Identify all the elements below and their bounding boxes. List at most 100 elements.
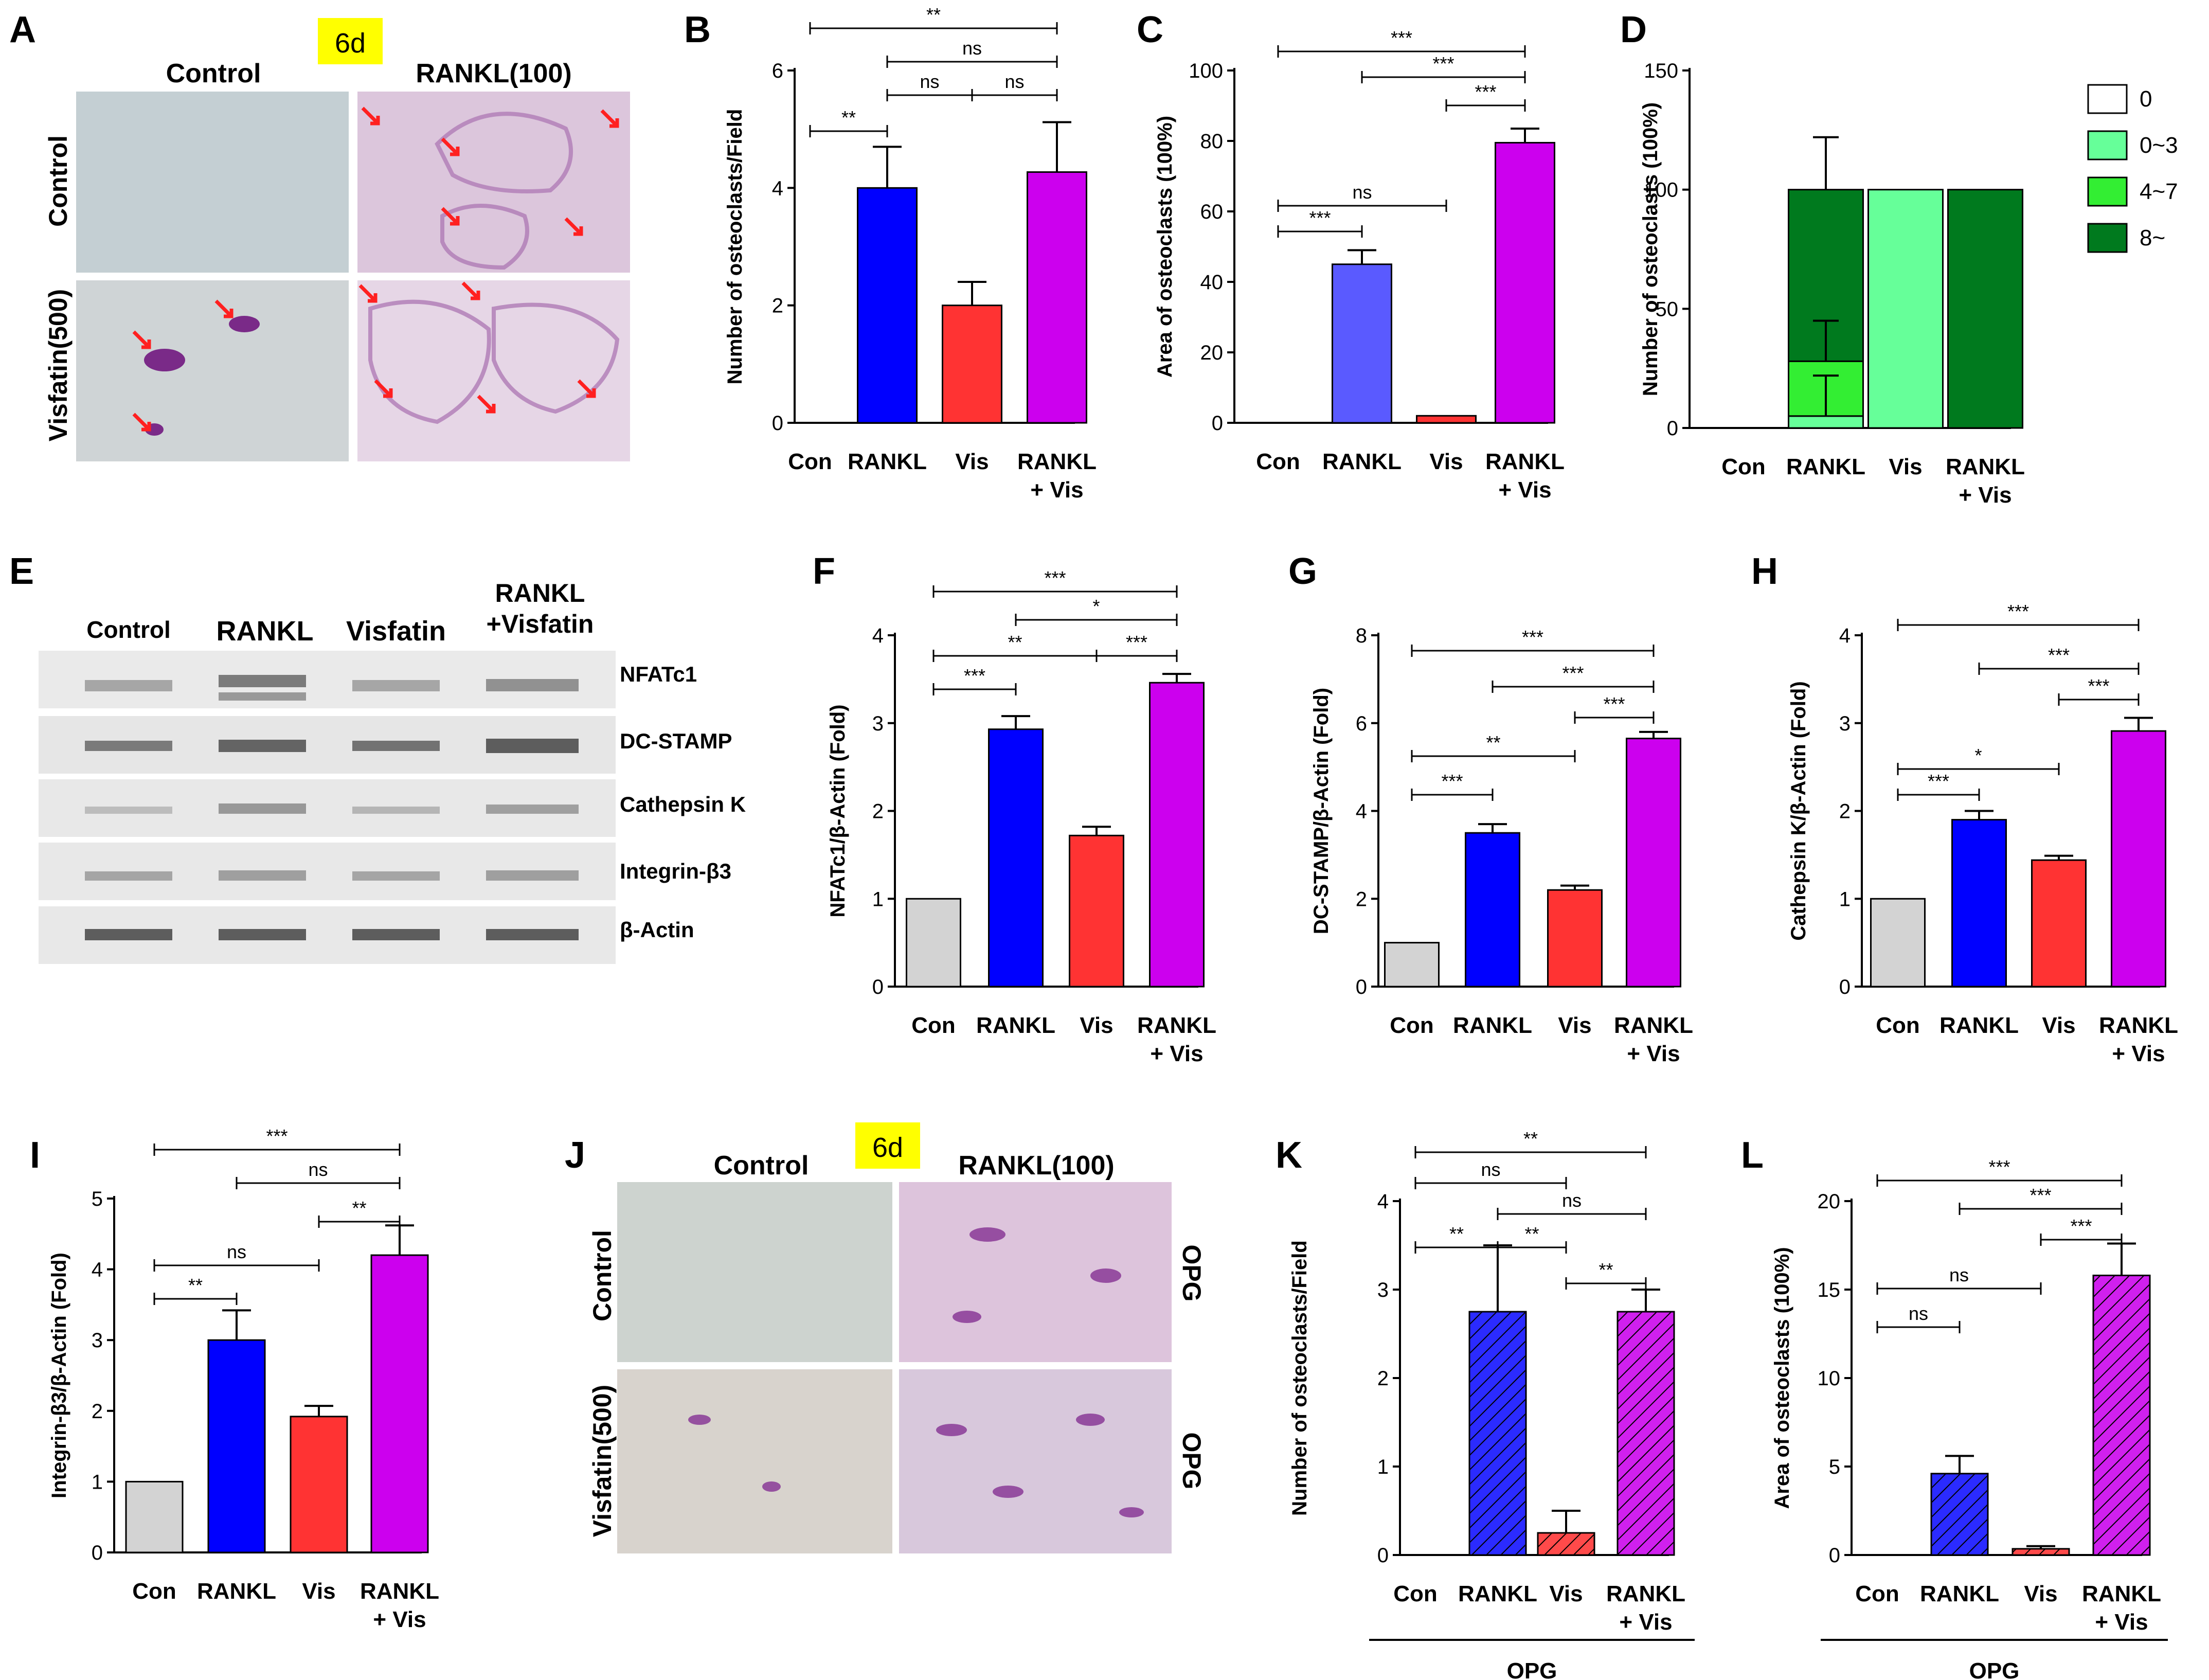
chart-f-xlabel: RANKL: [976, 1013, 1055, 1038]
chart-d-ytick-label: 50: [1656, 298, 1679, 320]
chart-h-xlabel: Vis: [2042, 1013, 2075, 1038]
chart-panel-l: Area of osteoclasts (100%) 0 5 10 15 20 Con RAN…: [1771, 1156, 2168, 1680]
chart-k-group-label: OPG: [1507, 1658, 1557, 1680]
chart-f-sig-label: *: [1092, 596, 1100, 617]
chart-f-bar: [906, 898, 961, 988]
panel-a-col-label-rankl: RANKL(100): [416, 59, 571, 88]
chart-h-yticks: 0 1 2 3 4: [1839, 624, 1862, 998]
panel-letter-g: G: [1288, 551, 1317, 592]
panel-j-row-label-control: Control: [588, 1230, 617, 1321]
chart-g-sig-label: **: [1486, 732, 1500, 753]
chart-h-ytick-label: 2: [1839, 800, 1851, 823]
chart-f-bar: [1149, 682, 1205, 988]
micrograph-j-stained-cells: [688, 1227, 1144, 1517]
chart-k-sig-label: ns: [1481, 1159, 1500, 1180]
chart-panel-d: Number of osteoclasts (100%)050100150Con…: [1639, 60, 2178, 508]
chart-l-sig-label: ns: [1909, 1303, 1928, 1324]
chart-i-sig-label: ***: [266, 1125, 288, 1147]
chart-d-ytick-label: 100: [1644, 179, 1678, 202]
micrograph-j-visfatin-rankl: [899, 1369, 1172, 1553]
chart-g-ytick-label: 8: [1356, 624, 1367, 647]
chart-panel-i: Integrin-β3/β-Actin (Fold) 0 1 2 3 4 5 Con RANKL…: [48, 1125, 439, 1632]
blot-lane-label-combo-2: +Visfatin: [487, 610, 594, 638]
chart-k-sig-label: **: [1524, 1223, 1539, 1244]
panel-j-row-label-visfatin: Visfatin(500): [588, 1385, 617, 1537]
panel-a-badge: 6d: [335, 28, 366, 59]
chart-f-sig: ****** ******: [932, 567, 1178, 695]
chart-d-legend-label: 4~7: [2140, 179, 2178, 204]
chart-c-sig-label: ***: [1432, 53, 1454, 74]
chart-h-xlabel: RANKL: [1939, 1013, 2019, 1038]
chart-b-sig-label: ns: [962, 38, 982, 59]
chart-l-sig-label: ns: [1949, 1264, 1969, 1285]
chart-h-xlabels: Con RANKL Vis RANKL + Vis: [1876, 1013, 2178, 1066]
panel-letter-j: J: [565, 1135, 585, 1176]
chart-k-bar: [1537, 1532, 1595, 1556]
panel-j-col-label-rankl: RANKL(100): [958, 1151, 1114, 1181]
panel-letter-f: F: [813, 551, 835, 592]
chart-b-xlabel: RANKL: [1017, 449, 1097, 474]
chart-k-xlabels: Con RANKL Vis RANKL + Vis: [1393, 1581, 1685, 1635]
chart-b-sig-label: **: [926, 4, 941, 25]
chart-l-sig-label: ***: [1988, 1156, 2010, 1177]
chart-h-xlabel: Con: [1876, 1013, 1920, 1038]
chart-c-xlabel-2: + Vis: [1498, 477, 1551, 503]
chart-i-marks: [113, 1196, 429, 1553]
chart-l-xlabels: Con RANKL Vis RANKL + Vis: [1855, 1581, 2161, 1635]
panel-letter-b: B: [684, 9, 711, 50]
chart-b-xlabel-2: + Vis: [1030, 477, 1083, 503]
chart-d-legend-swatch: [2087, 176, 2128, 207]
chart-i-bar: [290, 1416, 348, 1553]
chart-panel-k: Number of osteoclasts/Field 0 1 2 3 4 Con RANKL…: [1288, 1128, 1695, 1680]
chart-h-bar: [1870, 898, 1926, 988]
chart-f-sig-label: ***: [1126, 632, 1147, 653]
chart-f-ylabel: NFATc1/β-Actin (Fold): [827, 704, 849, 917]
panel-j-badge: 6d: [872, 1132, 903, 1163]
chart-h-sig: *************: [1897, 601, 2140, 801]
chart-c-ytick-label: 60: [1200, 201, 1224, 223]
chart-c-yticks: 0 20 40 60 80 100: [1189, 60, 1234, 435]
chart-d-xlabel: RANKL: [1786, 454, 1865, 479]
chart-l-ytick-label: 10: [1818, 1367, 1841, 1390]
chart-panel-f: NFATc1/β-Actin (Fold) 0 1 2 3 4 Con RANKL Vis RAN…: [827, 567, 1216, 1066]
chart-k-bar: [1617, 1311, 1675, 1556]
chart-d-xlabel-2: + Vis: [1959, 482, 2012, 508]
chart-k-xlabel: Con: [1393, 1581, 1438, 1606]
chart-b-sig-label: **: [841, 107, 856, 128]
chart-g-ytick-label: 0: [1356, 976, 1367, 998]
chart-k-ytick-label: 4: [1377, 1190, 1389, 1213]
chart-f-ytick-label: 2: [872, 800, 884, 823]
chart-d-legend: 0 0~3 4~7 8~: [2087, 84, 2178, 253]
chart-g-bar: [1626, 738, 1681, 988]
micrograph-a-control-rankl: [357, 92, 630, 273]
panel-letter-i: I: [30, 1135, 40, 1176]
chart-h-bar: [1951, 819, 2007, 988]
chart-f-bar: [988, 728, 1044, 988]
chart-b-yticks: 0 2 4 6: [772, 60, 795, 435]
chart-h-bar: [2111, 730, 2166, 988]
chart-i-bar: [370, 1254, 429, 1553]
blot-band-label-dc-stamp: DC-STAMP: [620, 729, 732, 753]
chart-k-xlabel: RANKL: [1606, 1581, 1685, 1606]
chart-c-sig-label: ns: [1352, 182, 1372, 203]
chart-b-sig-label: ns: [920, 71, 939, 92]
chart-g-xlabel: Con: [1390, 1013, 1434, 1038]
chart-g-bar: [1465, 832, 1520, 988]
chart-g-bar: [1547, 889, 1603, 988]
chart-g-xlabel: Vis: [1558, 1013, 1591, 1038]
chart-c-ytick-label: 40: [1200, 271, 1224, 294]
chart-l-bar: [2092, 1274, 2151, 1556]
blot-lane-label-combo-1: RANKL: [495, 579, 585, 607]
chart-h-sig-label: ***: [1928, 771, 1949, 792]
blot-band-label-cathepsin-k: Cathepsin K: [620, 792, 746, 816]
chart-panel-c: Area of osteoclasts (100%) 0 20 40 60 80 100 Co…: [1154, 27, 1565, 503]
chart-f-yticks: 0 1 2 3 4: [872, 624, 895, 998]
panel-a-row-label-control: Control: [44, 135, 73, 227]
chart-g-marks: [1377, 633, 1681, 988]
chart-i-xlabel-2: + Vis: [373, 1607, 426, 1632]
panel-j-col-label-control: Control: [714, 1151, 809, 1181]
chart-i-sig-label: **: [188, 1275, 203, 1296]
chart-f-bar: [1069, 834, 1124, 988]
chart-d-legend-swatch: [2087, 84, 2128, 114]
chart-l-xlabel: Con: [1855, 1581, 1899, 1606]
